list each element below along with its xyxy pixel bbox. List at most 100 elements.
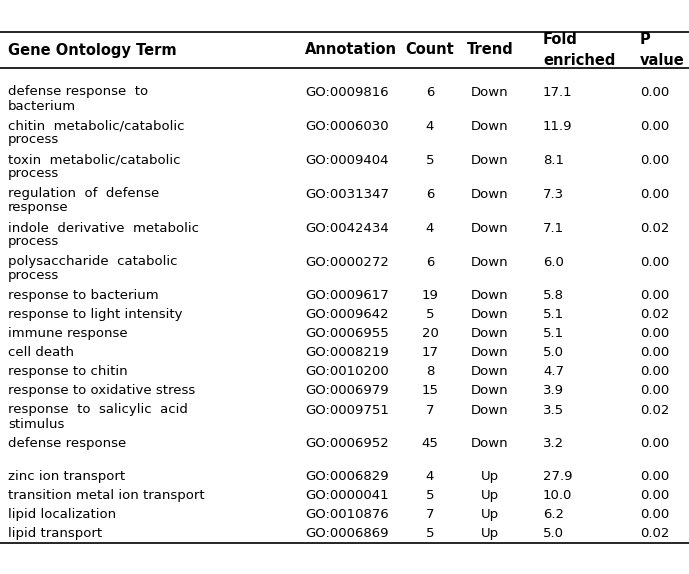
Text: 5.1: 5.1 bbox=[543, 327, 564, 340]
Text: bacterium: bacterium bbox=[8, 99, 76, 113]
Text: GO:0031347: GO:0031347 bbox=[305, 188, 389, 200]
Text: 4: 4 bbox=[426, 222, 434, 235]
Text: Up: Up bbox=[481, 470, 499, 483]
Text: Down: Down bbox=[471, 255, 508, 269]
Text: 6.2: 6.2 bbox=[543, 508, 564, 521]
Text: GO:0009617: GO:0009617 bbox=[305, 289, 389, 302]
Text: 27.9: 27.9 bbox=[543, 470, 573, 483]
Text: GO:0009642: GO:0009642 bbox=[305, 308, 389, 321]
Text: immune response: immune response bbox=[8, 327, 127, 340]
Text: GO:0006869: GO:0006869 bbox=[305, 527, 389, 540]
Text: 5.1: 5.1 bbox=[543, 308, 564, 321]
Text: Down: Down bbox=[471, 153, 508, 166]
Text: 5: 5 bbox=[426, 153, 434, 166]
Text: enriched: enriched bbox=[543, 53, 615, 68]
Text: process: process bbox=[8, 235, 59, 249]
Text: Down: Down bbox=[471, 188, 508, 200]
Text: 8.1: 8.1 bbox=[543, 153, 564, 166]
Text: 0.00: 0.00 bbox=[640, 327, 669, 340]
Text: 0.00: 0.00 bbox=[640, 384, 669, 397]
Text: chitin  metabolic/catabolic: chitin metabolic/catabolic bbox=[8, 119, 185, 133]
Text: lipid localization: lipid localization bbox=[8, 508, 116, 521]
Text: GO:0008219: GO:0008219 bbox=[305, 346, 389, 359]
Text: Down: Down bbox=[471, 327, 508, 340]
Text: Gene Ontology Term: Gene Ontology Term bbox=[8, 42, 176, 57]
Text: 0.00: 0.00 bbox=[640, 365, 669, 378]
Text: GO:0009816: GO:0009816 bbox=[305, 86, 389, 99]
Text: toxin  metabolic/catabolic: toxin metabolic/catabolic bbox=[8, 153, 181, 166]
Text: defense response: defense response bbox=[8, 437, 126, 450]
Text: 45: 45 bbox=[422, 437, 438, 450]
Text: Up: Up bbox=[481, 489, 499, 502]
Text: 17.1: 17.1 bbox=[543, 86, 573, 99]
Text: 8: 8 bbox=[426, 365, 434, 378]
Text: Down: Down bbox=[471, 119, 508, 133]
Text: value: value bbox=[640, 53, 685, 68]
Text: 4.7: 4.7 bbox=[543, 365, 564, 378]
Text: Down: Down bbox=[471, 308, 508, 321]
Text: transition metal ion transport: transition metal ion transport bbox=[8, 489, 205, 502]
Text: polysaccharide  catabolic: polysaccharide catabolic bbox=[8, 255, 178, 269]
Text: zinc ion transport: zinc ion transport bbox=[8, 470, 125, 483]
Text: response to chitin: response to chitin bbox=[8, 365, 127, 378]
Text: Down: Down bbox=[471, 437, 508, 450]
Text: response: response bbox=[8, 201, 69, 215]
Text: Down: Down bbox=[471, 404, 508, 417]
Text: 15: 15 bbox=[422, 384, 438, 397]
Text: 5.0: 5.0 bbox=[543, 527, 564, 540]
Text: 19: 19 bbox=[422, 289, 438, 302]
Text: Down: Down bbox=[471, 384, 508, 397]
Text: Up: Up bbox=[481, 527, 499, 540]
Text: response to bacterium: response to bacterium bbox=[8, 289, 158, 302]
Text: 6: 6 bbox=[426, 188, 434, 200]
Text: 0.00: 0.00 bbox=[640, 86, 669, 99]
Text: 0.00: 0.00 bbox=[640, 489, 669, 502]
Text: 6.0: 6.0 bbox=[543, 255, 564, 269]
Text: 7.1: 7.1 bbox=[543, 222, 564, 235]
Text: 5: 5 bbox=[426, 489, 434, 502]
Text: Annotation: Annotation bbox=[305, 42, 397, 57]
Text: cell death: cell death bbox=[8, 346, 74, 359]
Text: GO:0006952: GO:0006952 bbox=[305, 437, 389, 450]
Text: 17: 17 bbox=[422, 346, 438, 359]
Text: 5.0: 5.0 bbox=[543, 346, 564, 359]
Text: GO:0009404: GO:0009404 bbox=[305, 153, 389, 166]
Text: 20: 20 bbox=[422, 327, 438, 340]
Text: 0.00: 0.00 bbox=[640, 437, 669, 450]
Text: Down: Down bbox=[471, 346, 508, 359]
Text: GO:0006955: GO:0006955 bbox=[305, 327, 389, 340]
Text: 6: 6 bbox=[426, 255, 434, 269]
Text: 3.5: 3.5 bbox=[543, 404, 564, 417]
Text: 7: 7 bbox=[426, 508, 434, 521]
Text: 0.02: 0.02 bbox=[640, 222, 670, 235]
Text: 5: 5 bbox=[426, 308, 434, 321]
Text: 3.2: 3.2 bbox=[543, 437, 564, 450]
Text: GO:0006030: GO:0006030 bbox=[305, 119, 389, 133]
Text: 0.00: 0.00 bbox=[640, 255, 669, 269]
Text: process: process bbox=[8, 168, 59, 180]
Text: GO:0006979: GO:0006979 bbox=[305, 384, 389, 397]
Text: indole  derivative  metabolic: indole derivative metabolic bbox=[8, 222, 199, 235]
Text: response to light intensity: response to light intensity bbox=[8, 308, 183, 321]
Text: 0.00: 0.00 bbox=[640, 188, 669, 200]
Text: regulation  of  defense: regulation of defense bbox=[8, 188, 159, 200]
Text: 4: 4 bbox=[426, 470, 434, 483]
Text: 0.00: 0.00 bbox=[640, 346, 669, 359]
Text: 0.00: 0.00 bbox=[640, 470, 669, 483]
Text: Down: Down bbox=[471, 222, 508, 235]
Text: P: P bbox=[640, 32, 650, 47]
Text: GO:0010876: GO:0010876 bbox=[305, 508, 389, 521]
Text: process: process bbox=[8, 270, 59, 282]
Text: 0.00: 0.00 bbox=[640, 153, 669, 166]
Text: GO:0006829: GO:0006829 bbox=[305, 470, 389, 483]
Text: stimulus: stimulus bbox=[8, 417, 64, 430]
Text: GO:0000272: GO:0000272 bbox=[305, 255, 389, 269]
Text: 10.0: 10.0 bbox=[543, 489, 573, 502]
Text: 0.02: 0.02 bbox=[640, 404, 670, 417]
Text: 5: 5 bbox=[426, 527, 434, 540]
Text: response  to  salicylic  acid: response to salicylic acid bbox=[8, 404, 188, 417]
Text: 5.8: 5.8 bbox=[543, 289, 564, 302]
Text: 11.9: 11.9 bbox=[543, 119, 573, 133]
Text: Down: Down bbox=[471, 289, 508, 302]
Text: Up: Up bbox=[481, 508, 499, 521]
